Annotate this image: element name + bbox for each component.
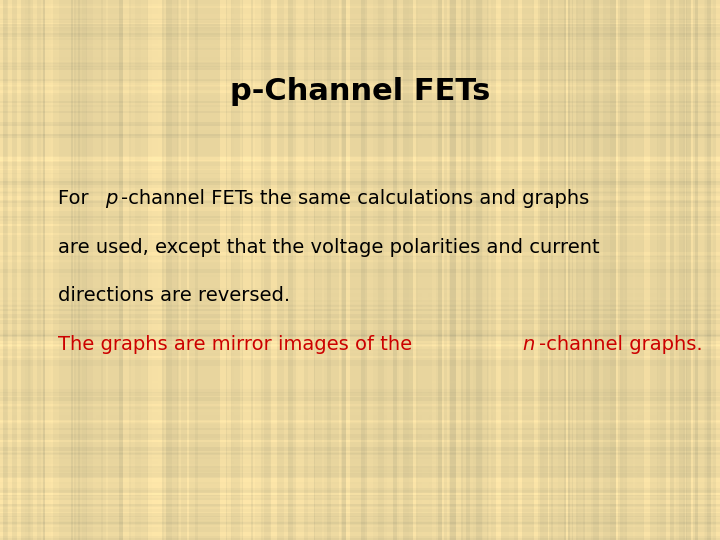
Text: p-Channel FETs: p-Channel FETs <box>230 77 490 106</box>
Text: n: n <box>523 335 535 354</box>
Text: -channel graphs.: -channel graphs. <box>539 335 702 354</box>
Text: are used, except that the voltage polarities and current: are used, except that the voltage polari… <box>58 238 599 256</box>
Text: The graphs are mirror images of the: The graphs are mirror images of the <box>58 335 418 354</box>
Text: p: p <box>105 189 117 208</box>
Text: directions are reversed.: directions are reversed. <box>58 286 289 305</box>
Text: -channel FETs the same calculations and graphs: -channel FETs the same calculations and … <box>121 189 590 208</box>
Text: For: For <box>58 189 94 208</box>
